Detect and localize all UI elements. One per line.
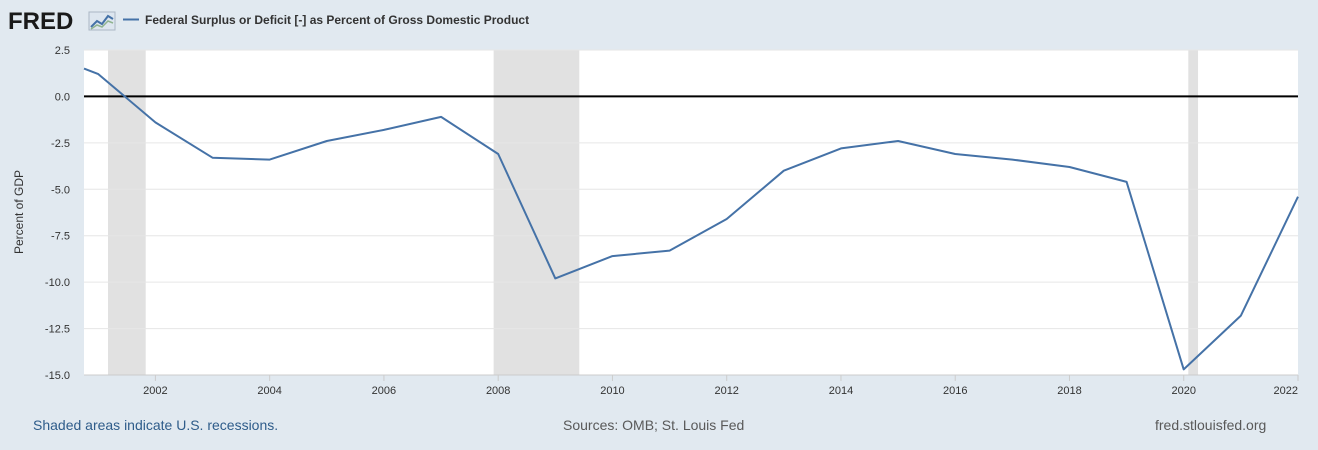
recession-band-2 [493,50,580,375]
y-tick-label: -10.0 [45,277,70,289]
site-link[interactable]: fred.stlouisfed.org [1155,417,1267,433]
y-tick-label: -15.0 [45,370,70,382]
y-tick-label: -12.5 [45,324,70,336]
recession-band-1 [107,50,146,375]
fred-logo-text: FRED [8,8,73,35]
x-tick-label: 2012 [714,385,738,397]
x-axis: 2002 2004 2006 2008 2010 2012 2014 2016 2018 2020… [84,374,1299,397]
x-tick-label: 2014 [829,385,853,397]
y-tick-label: 0.0 [55,91,70,103]
y-tick-label: -7.5 [51,231,70,243]
y-tick-label: -5.0 [51,184,70,196]
chart-legend[interactable]: Federal Surplus or Deficit [-] as Percen… [123,13,529,27]
plot-area [84,50,1298,375]
x-tick-label: 2016 [943,385,967,397]
x-tick-label: 2008 [486,385,510,397]
recessions-note-link[interactable]: Shaded areas indicate U.S. recessions. [33,417,279,433]
y-axis-label: Percent of GDP [12,170,26,254]
x-tick-label: 2018 [1057,385,1081,397]
x-tick-label: 2010 [600,385,624,397]
x-tick-label: 2004 [257,385,281,397]
legend-label: Federal Surplus or Deficit [-] as Percen… [145,13,529,27]
series-layer [83,67,1299,371]
sources-text: Sources: OMB; St. Louis Fed [563,417,745,433]
series-line-1[interactable] [83,67,1299,371]
fred-logo[interactable]: FRED [8,8,116,35]
y-tick-label: 2.5 [55,45,70,57]
x-tick-label: 2020 [1171,385,1195,397]
x-tick-label: 2002 [143,385,167,397]
y-axis: 2.5 0.0 -2.5 -5.0 -7.5 -10.0 -12.5 -15.0 [45,45,70,382]
y-tick-label: -2.5 [51,138,70,150]
x-tick-label: 2006 [372,385,396,397]
x-tick-label: 2022 [1274,385,1298,397]
recession-bands [107,50,1199,375]
trend-line-icon [88,11,116,31]
recession-band-3 [1188,50,1199,375]
